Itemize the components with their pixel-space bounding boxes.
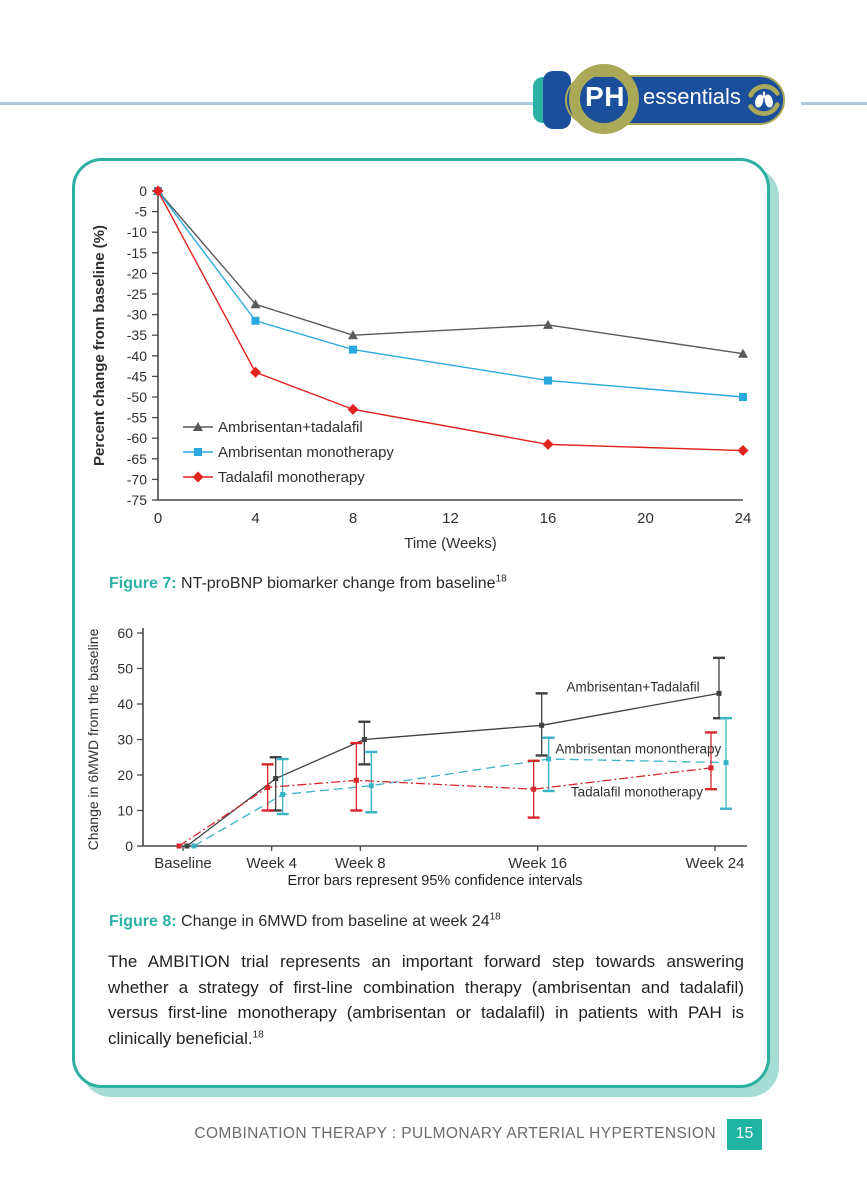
svg-text:Ambrisentan+tadalafil: Ambrisentan+tadalafil [218,419,363,436]
svg-text:-45: -45 [127,368,147,384]
svg-text:Change in 6MWD from the baseli: Change in 6MWD from the baseline [85,628,101,850]
svg-text:16: 16 [540,510,557,527]
svg-text:-50: -50 [127,389,147,405]
svg-text:Tadalafil monotherapy: Tadalafil monotherapy [571,784,703,799]
svg-text:Tadalafil monotherapy: Tadalafil monotherapy [218,469,365,486]
svg-text:-70: -70 [127,471,147,487]
svg-text:-30: -30 [127,307,147,323]
figure7-label: Figure 7: [109,575,177,592]
page-number-badge: 15 [727,1118,762,1150]
svg-text:-60: -60 [127,430,147,446]
page-footer: COMBINATION THERAPY : PULMONARY ARTERIAL… [0,1118,762,1150]
svg-text:Percent change from baseline (: Percent change from baseline (%) [91,225,108,466]
svg-text:20: 20 [117,767,133,783]
body-paragraph: The AMBITION trial represents an importa… [108,949,744,1051]
svg-text:20: 20 [637,510,654,527]
header-rule-left [0,102,534,105]
logo-olive-ring [569,64,639,134]
svg-text:Week 24: Week 24 [686,855,745,872]
figure7-caption-text: NT-proBNP biomarker change from baseline [176,575,496,592]
figure8-label: Figure 8: [109,913,177,930]
svg-text:-75: -75 [127,492,147,508]
svg-text:60: 60 [117,625,133,641]
body-paragraph-text: The AMBITION trial represents an importa… [108,952,744,1048]
svg-text:24: 24 [735,510,752,527]
figure8-caption: Figure 8: Change in 6MWD from baseline a… [109,911,501,931]
svg-text:-25: -25 [127,286,147,302]
figure7-chart: 0 -5 -10 -15 -20 -25 -30 -35 -40 -45 -50 -55 -60 -65 -… [91,183,752,552]
svg-text:-15: -15 [127,245,147,261]
svg-text:-65: -65 [127,451,147,467]
svg-text:Week 16: Week 16 [508,855,567,872]
svg-text:40: 40 [117,696,133,712]
svg-text:Week 8: Week 8 [335,855,386,872]
svg-text:30: 30 [117,732,133,748]
error-bars-note: Error bars represent 95% confidence inte… [287,873,583,889]
svg-text:Week 4: Week 4 [246,855,297,872]
header-rule-right [801,102,867,105]
svg-text:0: 0 [154,510,162,527]
figure8-chart: 0 10 20 30 40 50 60 Baseline Week 4 Week 8 Week 16… [85,625,747,872]
footer-title: COMBINATION THERAPY : PULMONARY ARTERIAL… [194,1125,716,1142]
svg-text:-10: -10 [127,224,147,240]
svg-text:Time (Weeks): Time (Weeks) [404,535,497,552]
svg-text:-35: -35 [127,327,147,343]
svg-text:-20: -20 [127,265,147,281]
svg-text:-40: -40 [127,348,147,364]
ph-essentials-logo: PH essentials [533,64,813,136]
logo-ph-text: PH [585,81,625,112]
svg-text:Ambrisentan monontherapy: Ambrisentan monontherapy [555,742,721,757]
svg-text:10: 10 [117,803,133,819]
svg-text:Ambrisentan monotherapy: Ambrisentan monotherapy [218,444,394,461]
logo-essentials-text: essentials [643,84,741,109]
svg-text:50: 50 [117,661,133,677]
svg-text:0: 0 [139,183,147,199]
figure8-caption-text: Change in 6MWD from baseline at week 24 [176,913,490,930]
figure8-reference-superscript: 18 [489,911,501,923]
svg-text:-5: -5 [135,204,148,220]
svg-text:Ambrisentan+Tadalafil: Ambrisentan+Tadalafil [566,680,699,695]
svg-text:12: 12 [442,510,459,527]
svg-text:8: 8 [349,510,357,527]
paragraph-reference-superscript: 18 [252,1028,264,1040]
svg-text:4: 4 [251,510,259,527]
svg-text:-55: -55 [127,410,147,426]
svg-text:0: 0 [125,838,133,854]
figure7-reference-superscript: 18 [495,573,507,585]
svg-text:Baseline: Baseline [154,855,212,872]
content-card: 0 -5 -10 -15 -20 -25 -30 -35 -40 -45 -50 -55 -60 -65 -… [72,158,770,1088]
lungs-icon [745,81,783,124]
figure7-caption: Figure 7: NT-proBNP biomarker change fro… [109,573,507,593]
